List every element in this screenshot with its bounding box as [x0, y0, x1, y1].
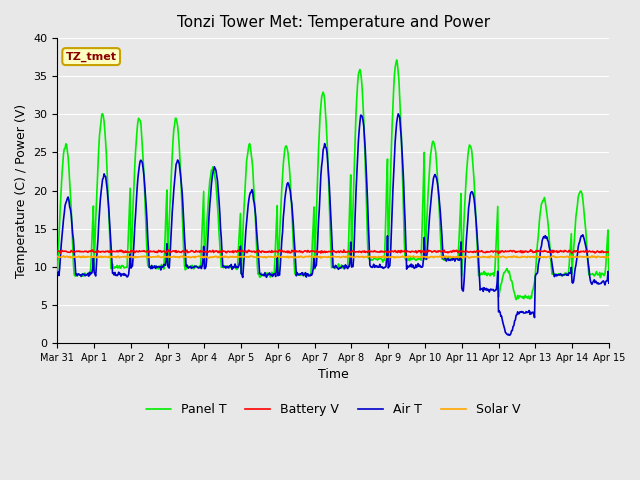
Line: Battery V: Battery V — [58, 250, 609, 253]
Solar V — [326, 254, 334, 260]
Air T — [394, 111, 402, 117]
Line: Solar V: Solar V — [58, 256, 609, 258]
Solar V — [154, 253, 161, 259]
Battery V — [605, 249, 612, 255]
Y-axis label: Temperature (C) / Power (V): Temperature (C) / Power (V) — [15, 104, 28, 277]
Battery V — [556, 248, 564, 254]
Battery V — [527, 247, 534, 252]
Air T — [54, 271, 61, 277]
Solar V — [54, 253, 61, 259]
Air T — [605, 280, 612, 286]
Battery V — [495, 251, 502, 256]
Solar V — [199, 254, 207, 260]
Battery V — [433, 249, 440, 255]
Air T — [556, 272, 564, 278]
Title: Tonzi Tower Met: Temperature and Power: Tonzi Tower Met: Temperature and Power — [177, 15, 490, 30]
Air T — [324, 170, 332, 176]
Text: TZ_tmet: TZ_tmet — [66, 51, 116, 62]
Solar V — [204, 255, 212, 261]
Battery V — [54, 248, 61, 254]
Air T — [506, 332, 513, 338]
Air T — [175, 158, 182, 164]
Air T — [378, 264, 386, 270]
Panel T — [393, 57, 401, 63]
Panel T — [512, 297, 520, 302]
Panel T — [175, 131, 182, 137]
Legend: Panel T, Battery V, Air T, Solar V: Panel T, Battery V, Air T, Solar V — [141, 398, 525, 421]
Line: Air T: Air T — [58, 114, 609, 335]
Panel T — [556, 272, 564, 277]
Battery V — [324, 249, 332, 254]
Solar V — [175, 255, 183, 261]
Line: Panel T: Panel T — [58, 60, 609, 300]
Solar V — [380, 253, 387, 259]
Air T — [433, 179, 441, 185]
Panel T — [433, 171, 441, 177]
X-axis label: Time: Time — [317, 368, 349, 381]
Battery V — [198, 249, 206, 254]
Panel T — [378, 257, 386, 263]
Panel T — [198, 226, 206, 231]
Battery V — [175, 249, 182, 254]
Solar V — [434, 254, 442, 260]
Air T — [198, 263, 206, 269]
Panel T — [54, 269, 61, 275]
Solar V — [605, 254, 612, 260]
Panel T — [605, 271, 612, 277]
Battery V — [378, 248, 386, 254]
Solar V — [556, 254, 564, 260]
Panel T — [324, 175, 332, 180]
